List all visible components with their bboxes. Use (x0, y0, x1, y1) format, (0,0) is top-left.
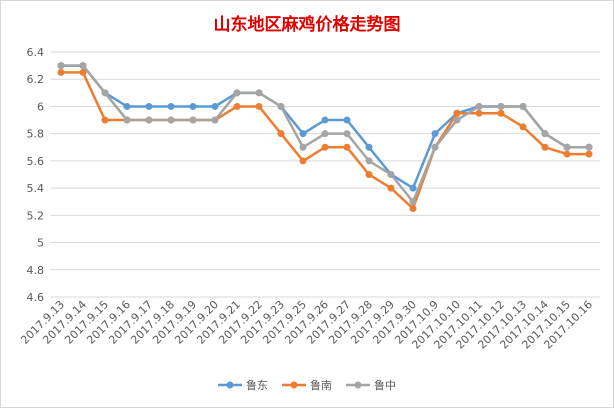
legend: 鲁东 鲁南 鲁中 (218, 378, 396, 392)
data-point (145, 116, 153, 124)
data-point (57, 62, 65, 70)
data-point (299, 157, 307, 165)
data-point (255, 89, 263, 97)
data-point (299, 130, 307, 138)
data-point (475, 102, 483, 110)
data-point (101, 89, 109, 97)
data-point (79, 62, 87, 70)
data-point (57, 68, 65, 76)
data-point (255, 102, 263, 110)
y-tick-label: 6.4 (27, 46, 45, 59)
data-point (387, 184, 395, 192)
data-point (321, 130, 329, 138)
data-point (299, 143, 307, 151)
data-point (563, 150, 571, 158)
data-point (167, 116, 175, 124)
legend-swatch-marker (226, 381, 234, 389)
data-point (497, 109, 505, 117)
legend-item: 鲁东 (218, 378, 268, 392)
data-point (145, 102, 153, 110)
data-point (79, 68, 87, 76)
data-point (519, 102, 527, 110)
data-point (189, 116, 197, 124)
data-point (211, 116, 219, 124)
data-point (409, 184, 417, 192)
series-lines (57, 62, 593, 213)
data-point (541, 130, 549, 138)
data-point (563, 143, 571, 151)
data-point (453, 116, 461, 124)
data-point (409, 198, 417, 206)
data-point (387, 171, 395, 178)
data-point (519, 123, 527, 131)
data-point (277, 102, 285, 110)
y-tick-label: 5.8 (27, 128, 45, 141)
data-point (167, 102, 175, 110)
data-point (233, 102, 241, 110)
data-point (431, 143, 439, 151)
data-point (585, 143, 593, 151)
data-point (343, 143, 351, 151)
chart-title: 山东地区麻鸡价格走势图 (214, 14, 401, 35)
data-point (123, 102, 131, 110)
data-point (211, 102, 219, 110)
legend-label: 鲁南 (310, 378, 332, 392)
data-point (189, 102, 197, 110)
data-point (453, 109, 461, 117)
y-tick-label: 6.2 (27, 73, 45, 86)
data-point (365, 157, 373, 165)
data-point (365, 143, 373, 151)
data-point (321, 143, 329, 151)
data-point (101, 116, 109, 124)
y-tick-label: 4.8 (27, 264, 45, 277)
legend-item: 鲁南 (282, 378, 332, 392)
data-point (497, 102, 505, 110)
data-point (123, 116, 131, 124)
legend-label: 鲁东 (246, 378, 268, 392)
data-point (409, 205, 417, 213)
data-point (541, 143, 549, 151)
legend-item: 鲁中 (346, 378, 396, 392)
data-point (321, 116, 329, 124)
data-point (365, 171, 373, 178)
legend-swatch-marker (290, 381, 298, 389)
data-point (233, 89, 241, 97)
data-point (475, 109, 483, 117)
series-2 (57, 62, 593, 206)
data-point (343, 130, 351, 138)
gridlines (50, 51, 600, 298)
y-tick-label: 6 (37, 100, 44, 113)
y-tick-label: 5 (37, 237, 44, 250)
y-tick-label: 5.2 (27, 209, 45, 222)
data-point (431, 130, 439, 138)
data-point (343, 116, 351, 124)
y-axis-ticks: 4.6 4.8 5 5.2 5.4 5.6 5.8 6 6.2 6.4 (27, 46, 45, 304)
legend-label: 鲁中 (374, 378, 396, 392)
data-point (277, 130, 285, 138)
data-point (585, 150, 593, 158)
y-tick-label: 5.4 (27, 182, 45, 195)
y-tick-label: 5.6 (27, 155, 45, 168)
legend-swatch-marker (354, 381, 362, 389)
y-tick-label: 4.6 (27, 291, 45, 304)
